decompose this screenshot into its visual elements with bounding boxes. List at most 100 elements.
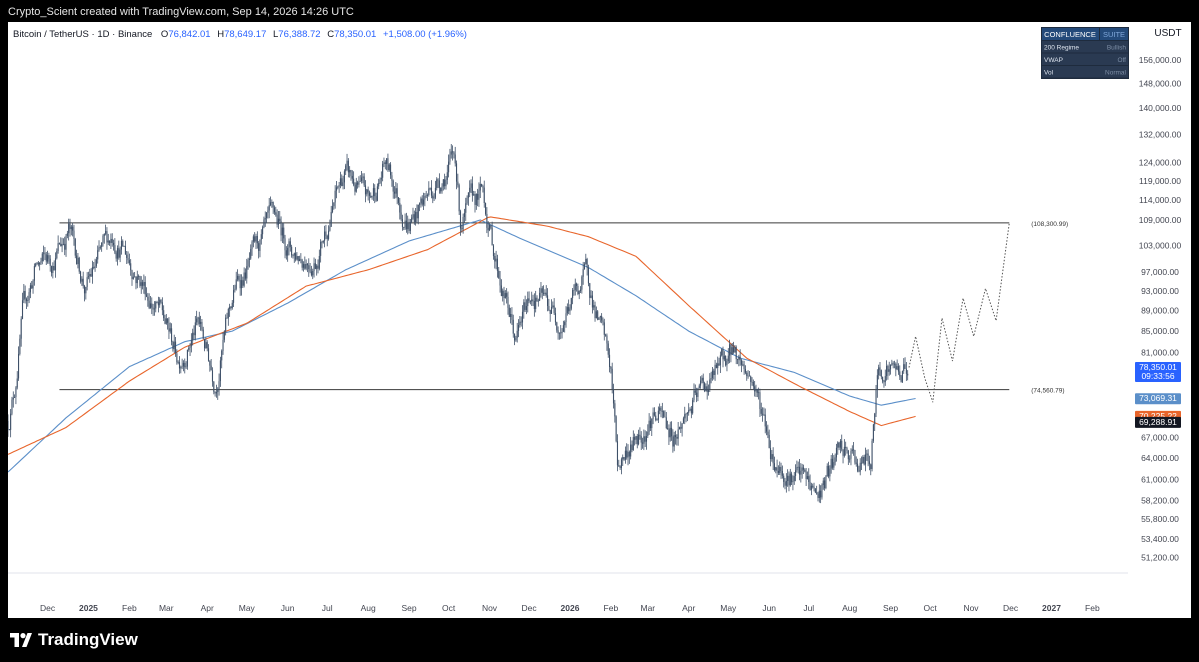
candle <box>455 160 458 190</box>
time-axis[interactable]: Dec 2025 Feb Mar Apr May Jun Jul Aug Sep Oct Nov Dec… <box>40 603 1100 613</box>
candle <box>459 209 462 236</box>
candle <box>685 412 687 423</box>
candle <box>549 309 551 322</box>
confluence-header-right: SUITE <box>1103 30 1125 39</box>
candle <box>697 387 699 402</box>
candle <box>640 431 642 450</box>
candle <box>23 284 25 304</box>
candle <box>656 418 658 421</box>
candle <box>830 455 832 474</box>
candle <box>134 272 136 278</box>
candle <box>243 267 245 288</box>
candle <box>388 163 390 172</box>
candle <box>24 285 26 304</box>
candle <box>293 252 295 263</box>
candle <box>317 259 319 274</box>
time-tick-label: 2027 <box>1042 603 1061 613</box>
candle <box>882 376 884 384</box>
time-tick-label: Jun <box>281 603 295 613</box>
candle <box>586 257 588 276</box>
candle <box>40 257 42 265</box>
price-tick-label: 53,400.00 <box>1141 534 1179 544</box>
candle <box>367 186 369 201</box>
candle <box>816 485 818 495</box>
candle <box>504 290 506 299</box>
candle <box>603 318 605 341</box>
tradingview-logo[interactable]: TradingView <box>10 628 138 652</box>
candle <box>467 192 469 206</box>
candle <box>667 420 669 430</box>
candle <box>376 183 378 202</box>
candle <box>391 171 393 187</box>
candle <box>411 214 413 224</box>
candle <box>441 183 443 194</box>
candle <box>750 375 752 389</box>
candle <box>111 233 113 247</box>
candle <box>151 297 153 315</box>
attribution-text: Crypto_Scient created with TradingView.c… <box>8 6 354 18</box>
candle <box>463 208 465 223</box>
confluence-row: VWAP Off <box>1042 53 1128 65</box>
candle <box>665 412 667 430</box>
candle <box>525 299 527 315</box>
candle <box>291 244 293 258</box>
candle <box>401 214 403 231</box>
price-tick-label: 119,000.00 <box>1139 176 1181 186</box>
candle <box>143 274 145 294</box>
candle <box>57 235 59 254</box>
candle <box>611 362 613 394</box>
candle <box>548 298 550 312</box>
candle <box>428 181 430 197</box>
candle <box>433 193 435 201</box>
candle <box>135 276 137 290</box>
candle <box>535 290 537 313</box>
candle <box>338 182 340 193</box>
chart-frame[interactable]: Bitcoin / TetherUS · 1D · Binance O76,84… <box>7 22 1191 618</box>
candle <box>835 443 838 462</box>
candle <box>874 412 876 431</box>
candle <box>7 414 9 437</box>
candle <box>174 337 177 357</box>
candle <box>723 351 725 362</box>
candle <box>306 263 309 273</box>
candle <box>781 465 783 479</box>
candle <box>296 252 298 261</box>
candle <box>631 440 633 453</box>
candle <box>386 158 388 171</box>
candle <box>594 301 596 322</box>
candle <box>492 244 495 260</box>
candle <box>802 464 805 474</box>
price-chart[interactable]: Bitcoin / TetherUS · 1D · Binance O76,84… <box>7 22 1191 618</box>
projected-price-path[interactable] <box>908 222 1010 403</box>
candle <box>597 310 599 321</box>
candle <box>430 180 433 199</box>
candle <box>87 271 90 280</box>
candle <box>244 268 247 281</box>
candle <box>194 316 196 341</box>
candle <box>324 225 326 248</box>
candle <box>854 449 856 465</box>
candle <box>308 258 310 277</box>
candle <box>569 304 571 315</box>
time-tick-label: Jun <box>762 603 776 613</box>
candle <box>690 406 692 419</box>
candle <box>148 293 150 310</box>
candle <box>886 360 888 381</box>
candle <box>641 437 644 449</box>
candle <box>268 198 270 219</box>
svg-text:69,288.91: 69,288.91 <box>1139 417 1177 427</box>
candle <box>399 198 401 220</box>
candle <box>421 195 423 207</box>
candle <box>490 224 492 230</box>
price-tick-label: 109,000.00 <box>1139 215 1182 225</box>
candle <box>664 410 666 418</box>
candle <box>895 362 897 377</box>
candle <box>269 196 272 207</box>
candle <box>495 250 497 270</box>
candle <box>553 298 555 315</box>
candle <box>473 190 475 196</box>
candle <box>407 215 409 235</box>
candle <box>566 303 568 316</box>
price-axis[interactable]: 51,200.00 53,400.00 55,800.00 58,200.00 61,0… <box>1139 55 1182 563</box>
